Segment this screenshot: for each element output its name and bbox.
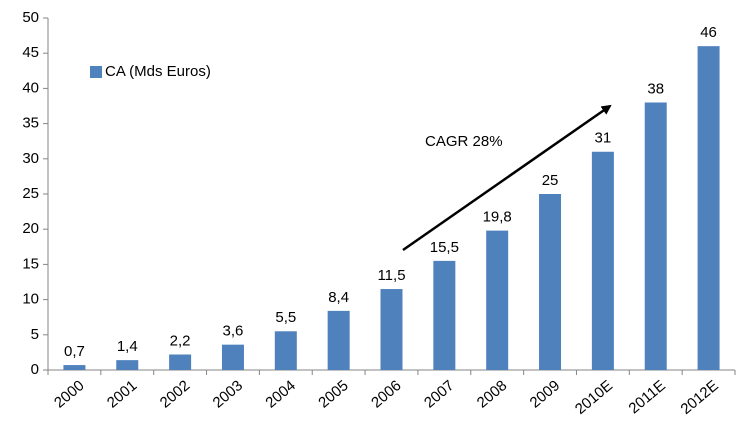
x-tick-label: 2007: [421, 377, 457, 411]
legend-label: CA (Mds Euros): [105, 63, 211, 80]
x-tick-label: 2006: [368, 377, 404, 411]
y-tick-label: 5: [31, 326, 39, 343]
data-label: 11,5: [377, 267, 405, 284]
data-label: 46: [700, 24, 717, 41]
x-tick-label: 2004: [262, 377, 298, 411]
bar: [591, 151, 614, 370]
bar: [116, 360, 139, 370]
data-label: 8,4: [328, 289, 349, 306]
x-tick-label: 2010E: [572, 377, 616, 418]
x-tick-label: 2008: [474, 377, 510, 411]
x-tick-label: 2012E: [678, 377, 722, 418]
x-tick-label: 2000: [51, 377, 87, 411]
x-tick-label: 2001: [104, 377, 140, 411]
bar: [644, 102, 667, 370]
y-tick-label: 30: [22, 150, 39, 167]
y-tick-label: 0: [31, 361, 39, 378]
y-tick-label: 15: [22, 255, 39, 272]
data-label: 2,2: [170, 332, 191, 349]
data-label: 31: [595, 130, 612, 147]
data-label: 0,7: [64, 343, 85, 360]
y-tick-label: 45: [22, 44, 39, 61]
bar: [697, 46, 720, 370]
x-tick-label: 2011E: [626, 377, 669, 417]
bar: [380, 289, 403, 370]
bar: [221, 344, 244, 370]
data-label: 5,5: [275, 309, 296, 326]
bar: [327, 310, 350, 370]
y-tick-label: 25: [22, 185, 39, 202]
data-label: 19,8: [483, 209, 512, 226]
arrow: [402, 104, 612, 252]
legend-swatch: [90, 66, 102, 78]
y-tick-label: 10: [22, 291, 39, 308]
data-label: 1,4: [117, 338, 138, 355]
y-tick-label: 20: [22, 220, 39, 237]
data-label: 38: [647, 80, 664, 97]
data-label: 3,6: [223, 323, 244, 340]
annotation: CAGR 28%: [425, 133, 503, 150]
bar: [169, 354, 192, 370]
x-tick-label: 2002: [157, 377, 193, 411]
y-tick-label: 40: [22, 79, 39, 96]
bar: [274, 331, 297, 370]
y-tick-label: 50: [22, 9, 39, 26]
x-tick-label: 2005: [315, 377, 351, 411]
bar: [63, 365, 86, 370]
bar: [486, 230, 509, 370]
x-tick-label: 2009: [527, 377, 563, 411]
y-tick-label: 35: [22, 115, 39, 132]
data-label: 15,5: [430, 239, 459, 256]
bar: [433, 260, 456, 370]
data-label: 25: [542, 172, 559, 189]
bar: [539, 194, 562, 370]
x-tick-label: 2003: [210, 377, 246, 411]
